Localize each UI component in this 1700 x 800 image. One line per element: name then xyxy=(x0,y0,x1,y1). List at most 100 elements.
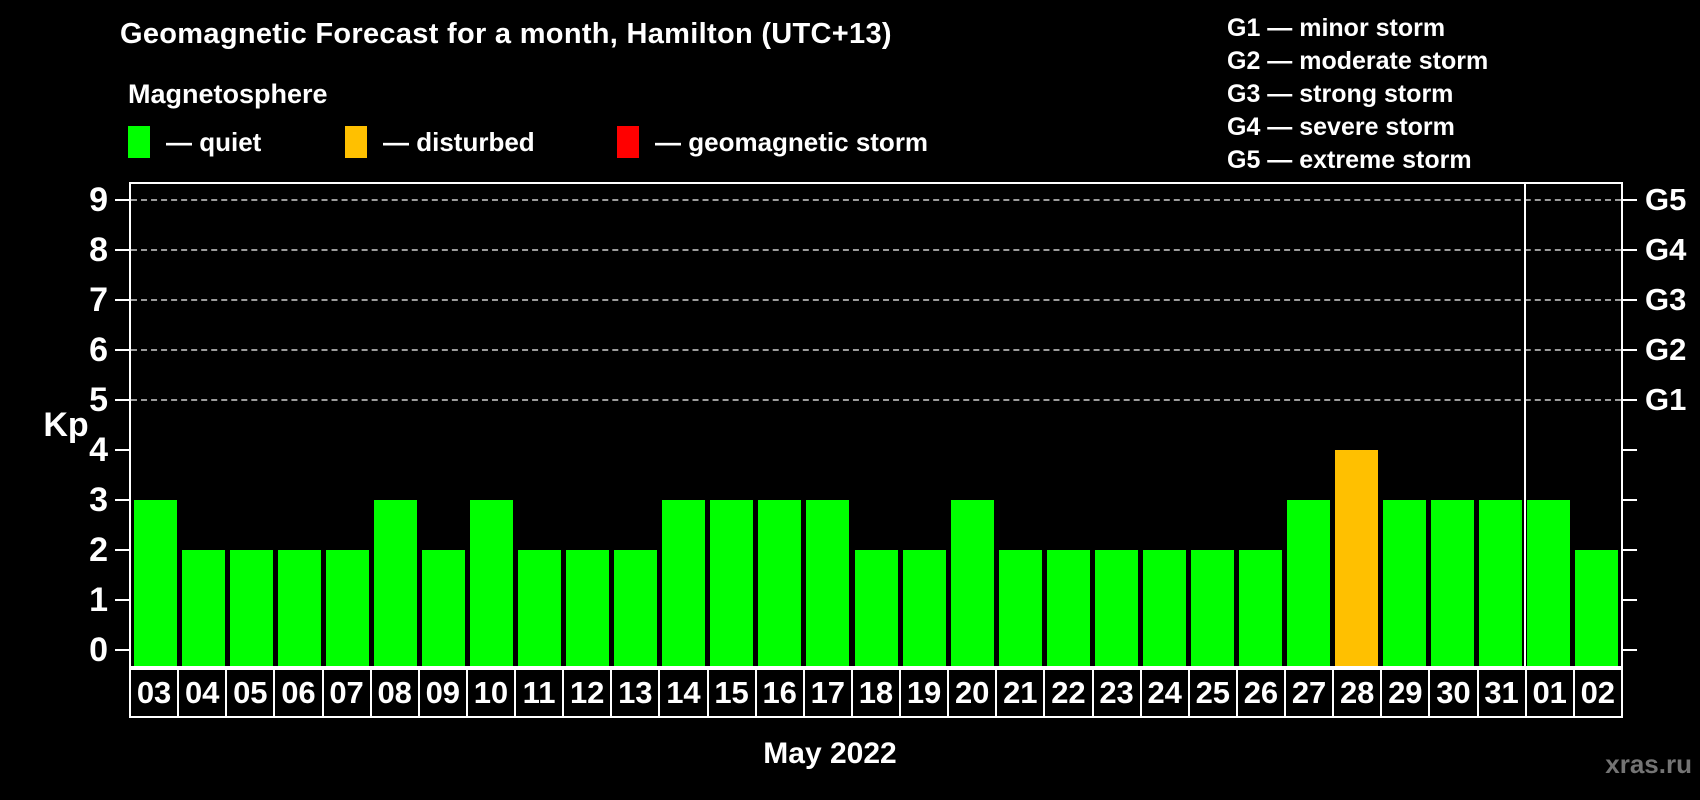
legend-item-storm: — geomagnetic storm xyxy=(617,124,928,160)
y-axis-title: Kp xyxy=(43,406,89,444)
storm-scale-legend: G1 — minor storm G2 — moderate storm G3 — … xyxy=(1227,12,1488,177)
y-tick-label-1: 1 xyxy=(89,581,108,619)
left-tick-kp1 xyxy=(115,599,129,601)
right-tick-kp7 xyxy=(1623,299,1637,301)
day-label-25: 25 xyxy=(1187,668,1238,718)
kp-bar-day-04 xyxy=(181,550,225,666)
kp-bar-day-30 xyxy=(1431,500,1475,666)
y-tick-label-7: 7 xyxy=(89,281,108,319)
day-label-23: 23 xyxy=(1091,668,1142,718)
right-tick-kp2 xyxy=(1623,549,1637,551)
day-label-30: 30 xyxy=(1428,668,1479,718)
kp-bar-day-26 xyxy=(1239,550,1283,666)
day-label-24: 24 xyxy=(1139,668,1190,718)
day-label-03: 03 xyxy=(129,668,180,718)
right-axis-label-G5: G5 xyxy=(1645,182,1687,217)
day-label-09: 09 xyxy=(417,668,468,718)
day-label-18: 18 xyxy=(850,668,901,718)
kp-bar-day-20 xyxy=(950,500,994,666)
kp-bar-day-24 xyxy=(1142,550,1186,666)
y-tick-label-4: 4 xyxy=(89,431,108,469)
y-tick-label-0: 0 xyxy=(89,631,108,669)
day-label-08: 08 xyxy=(369,668,420,718)
kp-bar-day-23 xyxy=(1094,550,1138,666)
kp-bar-day-03 xyxy=(133,500,177,666)
kp-bar-day-07 xyxy=(325,550,369,666)
day-label-10: 10 xyxy=(465,668,516,718)
right-tick-kp9 xyxy=(1623,199,1637,201)
right-tick-kp3 xyxy=(1623,499,1637,501)
left-tick-kp4 xyxy=(115,449,129,451)
storm-scale-line: G2 — moderate storm xyxy=(1227,47,1489,75)
y-tick-label-8: 8 xyxy=(89,231,108,269)
right-tick-kp8 xyxy=(1623,249,1637,251)
kp-bar-day-29 xyxy=(1383,500,1427,666)
quiet-color-swatch xyxy=(128,126,150,158)
kp-bar-day-02 xyxy=(1575,550,1619,666)
plot-area xyxy=(129,182,1623,668)
gridline-kp9 xyxy=(131,199,1621,201)
day-label-29: 29 xyxy=(1380,668,1431,718)
kp-bar-day-01 xyxy=(1527,500,1571,666)
legend-label: — disturbed xyxy=(383,126,535,157)
storm-scale-line: G5 — extreme storm xyxy=(1227,146,1472,174)
chart-title: Geomagnetic Forecast for a month, Hamilt… xyxy=(120,18,892,50)
gridline-kp7 xyxy=(131,299,1621,301)
legend-item-quiet: — quiet xyxy=(128,124,261,160)
kp-bar-day-06 xyxy=(277,550,321,666)
legend-label: — geomagnetic storm xyxy=(655,126,929,157)
kp-bar-day-16 xyxy=(758,500,802,666)
day-label-15: 15 xyxy=(706,668,757,718)
kp-bar-day-10 xyxy=(469,500,513,666)
left-tick-kp8 xyxy=(115,249,129,251)
right-axis-label-G4: G4 xyxy=(1645,232,1687,267)
storm-scale-line: G3 — strong storm xyxy=(1227,80,1454,108)
right-tick-kp0 xyxy=(1623,649,1637,651)
storm-color-swatch xyxy=(617,126,639,158)
day-label-22: 22 xyxy=(1043,668,1094,718)
magnetosphere-label: Magnetosphere xyxy=(128,79,328,109)
day-label-20: 20 xyxy=(947,668,998,718)
day-label-05: 05 xyxy=(225,668,276,718)
kp-bar-day-13 xyxy=(614,550,658,666)
storm-scale-line: G1 — minor storm xyxy=(1227,14,1446,42)
day-label-16: 16 xyxy=(754,668,805,718)
kp-bar-day-22 xyxy=(1046,550,1090,666)
legend-item-disturbed: — disturbed xyxy=(345,124,535,160)
day-label-07: 07 xyxy=(321,668,372,718)
right-axis-label-G2: G2 xyxy=(1645,332,1687,367)
kp-bar-day-11 xyxy=(518,550,562,666)
gridline-kp5 xyxy=(131,399,1621,401)
left-tick-kp3 xyxy=(115,499,129,501)
day-label-21: 21 xyxy=(995,668,1046,718)
left-tick-kp0 xyxy=(115,649,129,651)
y-tick-label-3: 3 xyxy=(89,481,108,519)
left-tick-kp7 xyxy=(115,299,129,301)
right-axis-label-G3: G3 xyxy=(1645,282,1687,317)
right-axis-label-G1: G1 xyxy=(1645,382,1687,417)
month-separator-line xyxy=(1523,184,1526,666)
kp-bar-day-19 xyxy=(902,550,946,666)
disturbed-color-swatch xyxy=(345,126,367,158)
kp-bar-day-28 xyxy=(1335,450,1379,666)
day-label-12: 12 xyxy=(562,668,613,718)
kp-bar-day-15 xyxy=(710,500,754,666)
day-label-26: 26 xyxy=(1235,668,1286,718)
kp-bar-day-05 xyxy=(229,550,273,666)
day-label-14: 14 xyxy=(658,668,709,718)
kp-bar-day-27 xyxy=(1287,500,1331,666)
watermark: xras.ru xyxy=(1605,749,1692,779)
y-tick-label-2: 2 xyxy=(89,531,108,569)
kp-bar-day-14 xyxy=(662,500,706,666)
day-label-02: 02 xyxy=(1572,668,1623,718)
kp-bar-day-18 xyxy=(854,550,898,666)
kp-bar-day-25 xyxy=(1190,550,1234,666)
right-tick-kp6 xyxy=(1623,349,1637,351)
left-tick-kp6 xyxy=(115,349,129,351)
left-tick-kp2 xyxy=(115,549,129,551)
right-tick-kp4 xyxy=(1623,449,1637,451)
x-axis-title: May 2022 xyxy=(763,737,897,770)
gridline-kp6 xyxy=(131,349,1621,351)
left-tick-kp5 xyxy=(115,399,129,401)
